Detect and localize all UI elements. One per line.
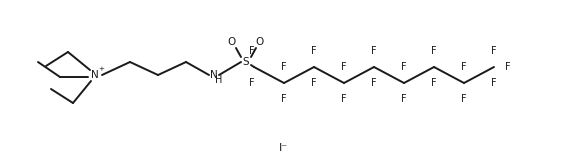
Text: F: F xyxy=(431,46,437,56)
Text: +: + xyxy=(98,66,104,72)
Text: F: F xyxy=(401,94,407,104)
Text: F: F xyxy=(461,94,467,104)
Text: F: F xyxy=(491,46,497,56)
Text: F: F xyxy=(311,46,317,56)
Text: F: F xyxy=(491,78,497,88)
Text: F: F xyxy=(281,62,287,72)
Text: N: N xyxy=(91,70,99,80)
Text: N: N xyxy=(210,70,218,80)
Text: F: F xyxy=(371,78,377,88)
Text: F: F xyxy=(371,46,377,56)
Text: F: F xyxy=(505,62,511,72)
Text: S: S xyxy=(243,57,249,67)
Text: F: F xyxy=(249,78,255,88)
Text: F: F xyxy=(401,62,407,72)
Text: F: F xyxy=(341,94,347,104)
Text: F: F xyxy=(341,62,347,72)
Text: O: O xyxy=(228,37,236,47)
Text: F: F xyxy=(431,78,437,88)
Text: H: H xyxy=(215,75,222,85)
Text: F: F xyxy=(311,78,317,88)
Text: F: F xyxy=(281,94,287,104)
Text: F: F xyxy=(461,62,467,72)
Text: I⁻: I⁻ xyxy=(278,143,288,153)
Text: F: F xyxy=(249,46,255,56)
Text: O: O xyxy=(256,37,264,47)
